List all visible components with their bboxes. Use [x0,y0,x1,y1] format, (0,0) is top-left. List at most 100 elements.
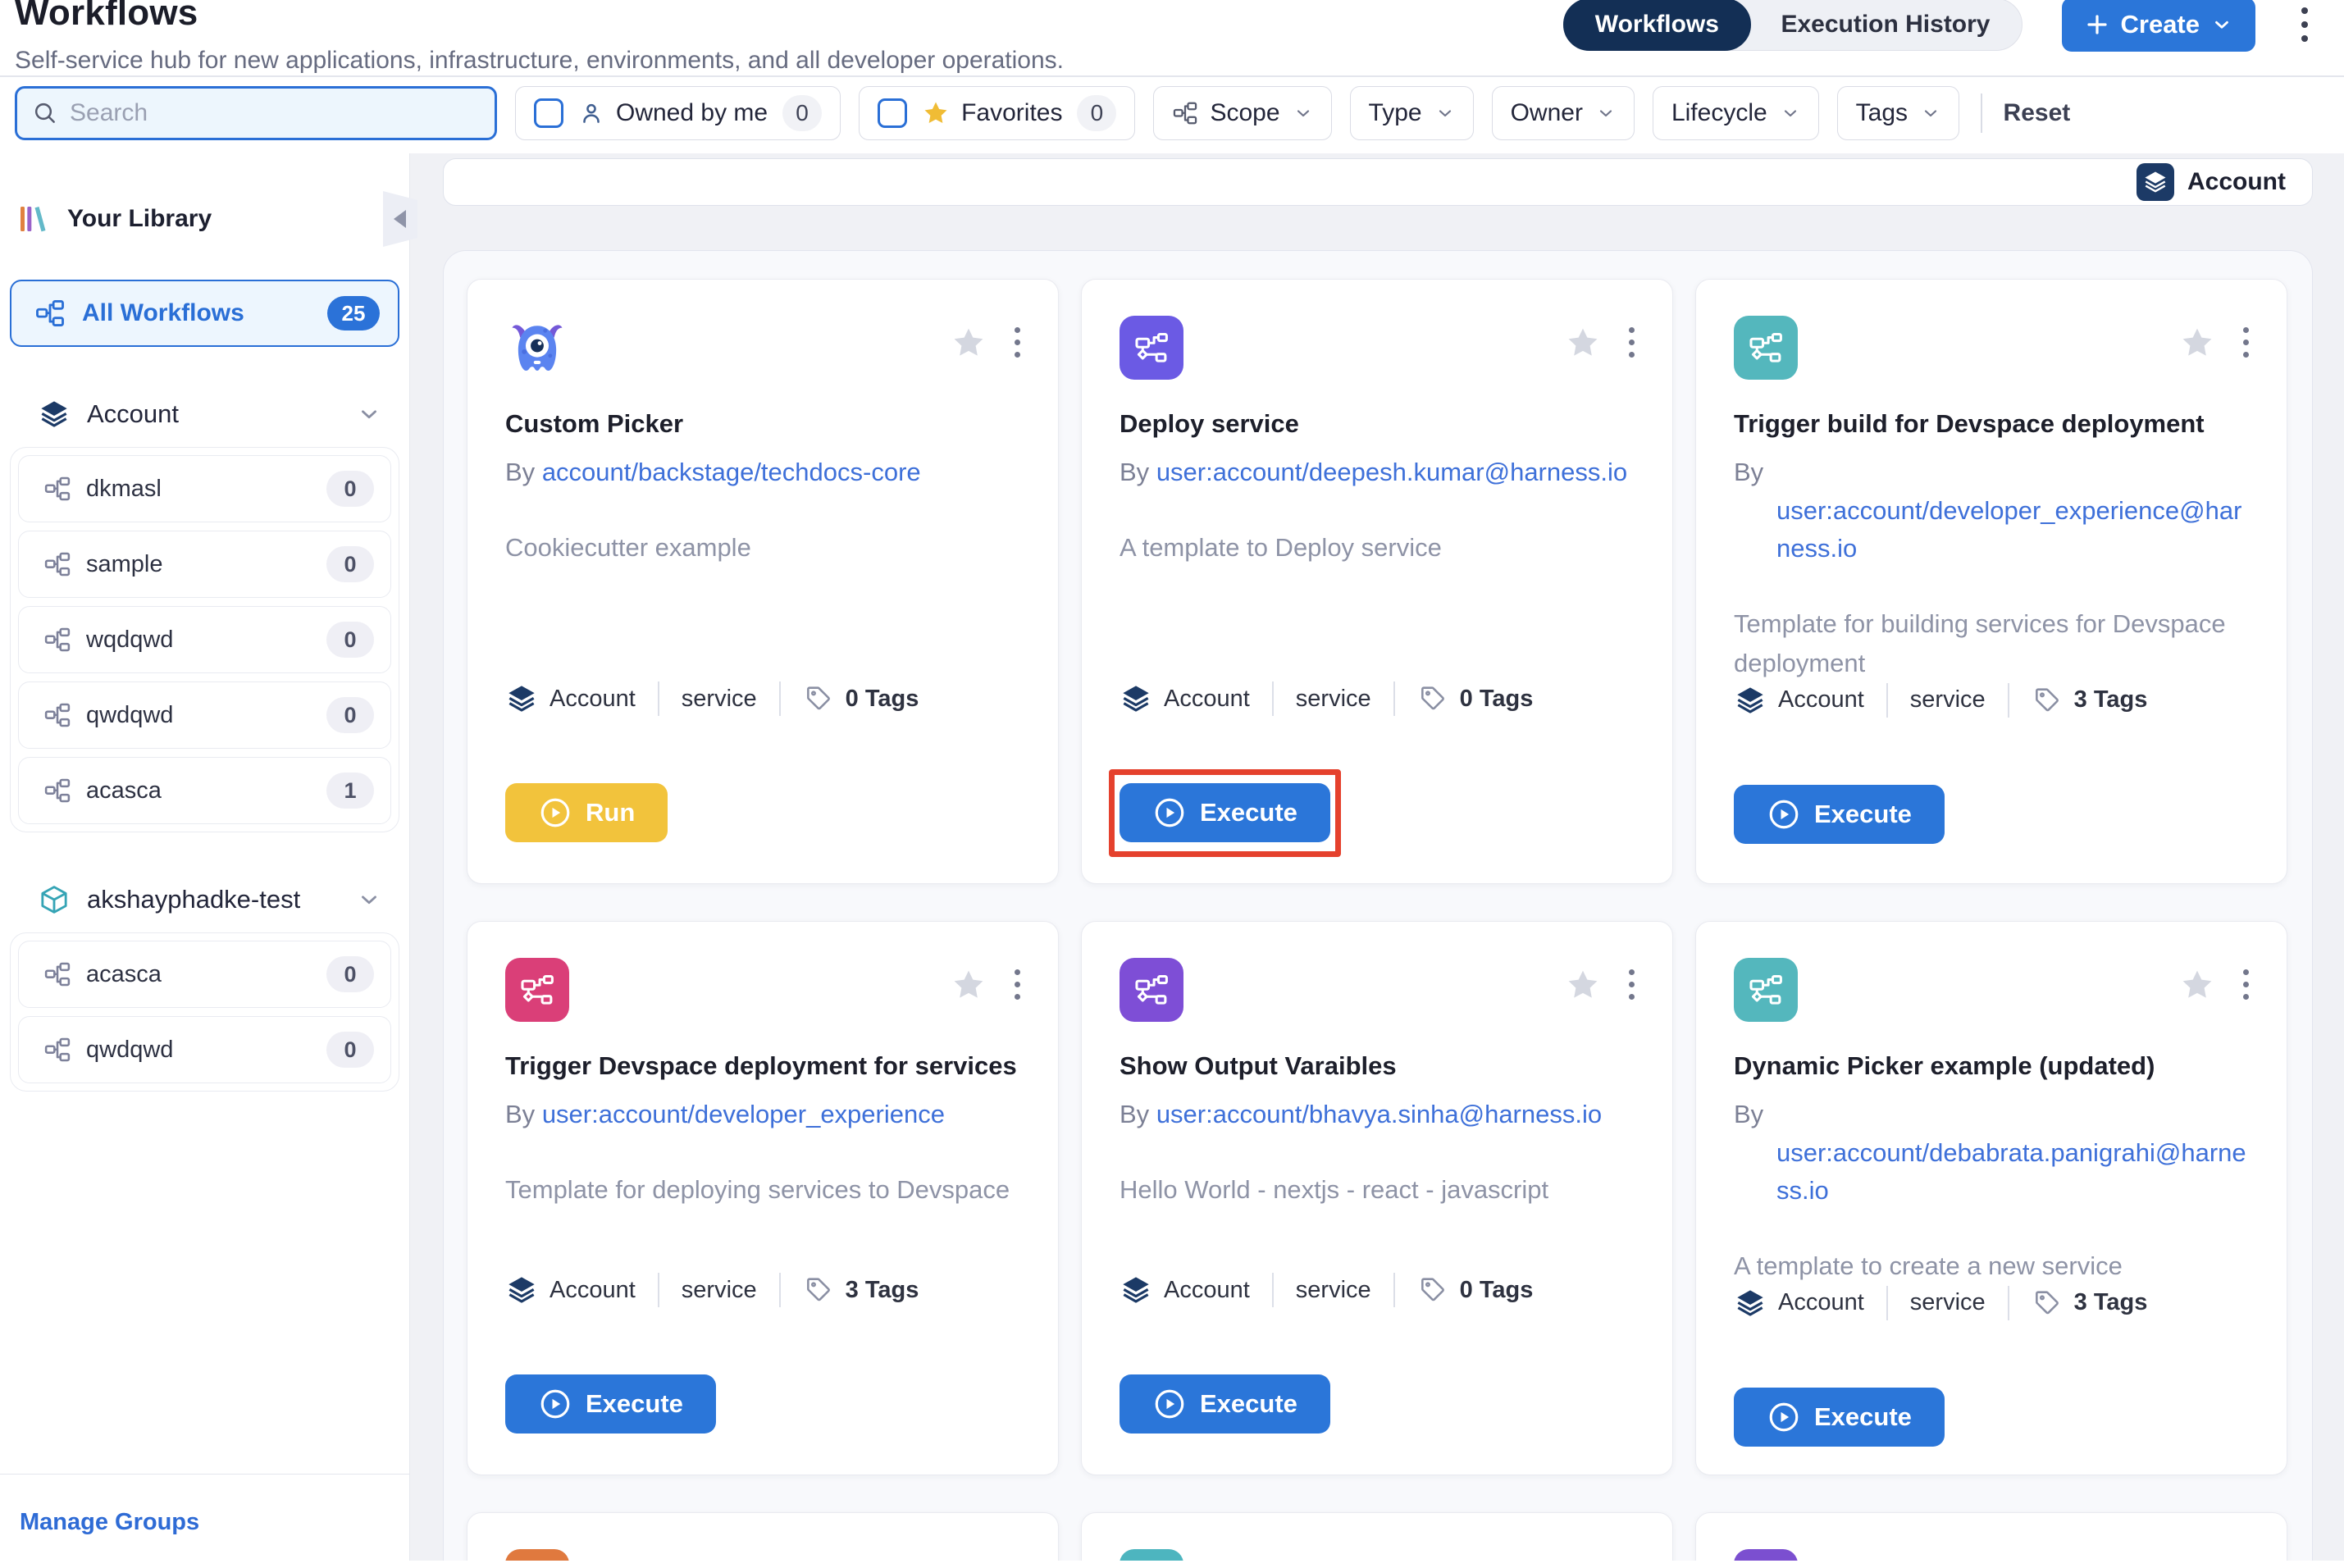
workflow-card: Custom Picker By account/backstage/techd… [467,279,1059,884]
card-title: Show Output Varaibles [1120,1051,1397,1080]
sidebar-collapse-button[interactable] [383,191,417,247]
card-action-button[interactable]: Execute [1734,1387,1945,1447]
cube-icon [38,883,71,916]
header-kebab-menu-icon[interactable] [2295,1,2314,48]
person-icon [578,100,604,126]
card-kebab-menu-icon[interactable] [2240,1557,2252,1561]
favorite-star-icon[interactable] [1565,1558,1601,1561]
sidebar-item-acasca[interactable]: acasca 0 [18,941,391,1008]
filter-dropdown-label: Lifecycle [1671,99,1767,126]
sidebar-item-acasca[interactable]: acasca 1 [18,757,391,824]
sidebar-item-qwdqwd[interactable]: qwdqwd 0 [18,1016,391,1083]
create-button-label: Create [2120,10,2200,39]
sidebar-item-dkmasl[interactable]: dkmasl 0 [18,455,391,522]
sidebar-item-all-workflows[interactable]: All Workflows 25 [10,280,399,347]
workflow-icon [36,300,64,326]
sidebar-group-items: acasca 0 qwdqwd 0 [10,932,399,1092]
card-action-button[interactable]: Execute [505,1374,716,1434]
filter-dropdown-type[interactable]: Type [1349,86,1474,140]
sidebar-group-header[interactable]: akshayphadke-test [38,883,391,916]
favorites-checkbox[interactable] [878,98,908,128]
manage-groups-link[interactable]: Manage Groups [20,1509,200,1535]
card-owner-link[interactable]: user:account/debabrata.panigrahi@harness… [1776,1137,2246,1206]
card-scope-label: Account [1778,1289,1864,1316]
workflow-card [1081,1512,1673,1561]
card-scope-label: Account [1164,1276,1250,1303]
meta-divider [778,681,781,716]
workflow-card: Trigger build for Devspace deployment By… [1695,279,2287,884]
sidebar-item-label: acasca [86,960,162,987]
search-box [15,86,497,140]
card-action-button[interactable]: Execute [1120,783,1330,842]
tag-icon [1417,683,1448,714]
card-owner-link[interactable]: user:account/bhavya.sinha@harness.io [1156,1100,1603,1129]
card-kebab-menu-icon[interactable] [2240,966,2252,1003]
card-kebab-menu-icon[interactable] [1011,966,1024,1003]
card-kebab-menu-icon[interactable] [1626,324,1638,361]
favorite-star-icon[interactable] [2179,325,2215,361]
monster-icon [512,325,563,371]
card-tags-label: 3 Tags [2073,1289,2148,1316]
workflow-group-icon [43,701,71,729]
owned-by-me-checkbox[interactable] [534,98,563,128]
card-type-label: service [681,685,757,712]
card-kebab-menu-icon[interactable] [1011,324,1024,361]
reset-filters-button[interactable]: Reset [2003,99,2071,126]
card-action-button[interactable]: Execute [1120,1374,1330,1434]
card-owner-link[interactable]: user:account/developer_experience@harnes… [1776,495,2242,563]
filter-dropdown-tags[interactable]: Tags [1836,86,1960,140]
filter-dropdown-lifecycle[interactable]: Lifecycle [1652,86,1819,140]
card-owner-link[interactable]: user:account/developer_experience [541,1100,945,1129]
card-description: Template for deploying services to Devsp… [505,1174,1010,1204]
sidebar-item-label: wqdqwd [86,626,174,653]
sidebar-item-qwdqwd[interactable]: qwdqwd 0 [18,681,391,749]
search-input[interactable] [70,99,480,127]
card-kebab-menu-icon[interactable] [1626,966,1638,1003]
card-action-button[interactable]: Run [505,783,668,842]
card-type-label: service [681,1276,757,1303]
favorites-filter[interactable]: Favorites 0 [859,86,1136,140]
card-owner-link[interactable]: account/backstage/techdocs-core [541,458,921,487]
favorite-star-icon[interactable] [951,325,987,361]
sidebar-item-label: qwdqwd [86,1036,174,1063]
sidebar-item-count-badge: 0 [326,697,374,733]
workflow-card [467,1512,1059,1561]
favorite-star-icon[interactable] [2179,1558,2215,1561]
sidebar-item-label: acasca [86,777,162,804]
layers-icon [505,682,538,715]
sidebar-group: Account dkmasl 0 sample 0 wqdqwd 0 qwdqw… [10,398,399,832]
sidebar-footer: Manage Groups [0,1473,409,1561]
card-title: Dynamic Picker example (updated) [1734,1051,2155,1080]
card-header [1120,958,1638,1022]
page-subtitle: Self-service hub for new applications, i… [15,47,1065,74]
chevron-down-icon [1293,103,1313,123]
layers-icon [1734,684,1767,717]
card-owner-link[interactable]: user:account/deepesh.kumar@harness.io [1156,458,1628,487]
tab-workflows[interactable]: Workflows [1562,0,1751,51]
scope-account-chip[interactable]: Account [2137,163,2286,201]
favorite-star-icon[interactable] [2179,967,2215,1003]
favorite-star-icon[interactable] [951,1558,987,1561]
card-header [1120,1549,1638,1561]
card-kebab-menu-icon[interactable] [1626,1557,1638,1561]
filter-dropdown-scope[interactable]: Scope [1153,86,1332,140]
favorite-star-icon[interactable] [951,967,987,1003]
card-action-label: Execute [1200,798,1297,827]
sidebar-group-header[interactable]: Account [38,398,391,431]
create-button[interactable]: Create [2061,0,2255,52]
sidebar-item-sample[interactable]: sample 0 [18,531,391,598]
filter-dropdowns: Scope Type Owner Lifecycle Tags [1153,86,1960,140]
owned-by-me-filter[interactable]: Owned by me 0 [515,86,841,140]
tab-execution-history[interactable]: Execution History [1781,11,1991,38]
filter-dropdown-owner[interactable]: Owner [1491,86,1635,140]
sidebar-item-wqdqwd[interactable]: wqdqwd 0 [18,606,391,673]
card-kebab-menu-icon[interactable] [1011,1557,1024,1561]
card-kebab-menu-icon[interactable] [2240,324,2252,361]
favorite-star-icon[interactable] [1565,967,1601,1003]
card-action-button[interactable]: Execute [1734,784,1945,844]
favorite-star-icon[interactable] [1565,325,1601,361]
collapse-arrow-icon [385,210,406,228]
layers-icon [505,1274,538,1306]
workflow-type-icon [505,1549,569,1561]
card-meta: Account service 0 Tags [1120,1273,1638,1307]
